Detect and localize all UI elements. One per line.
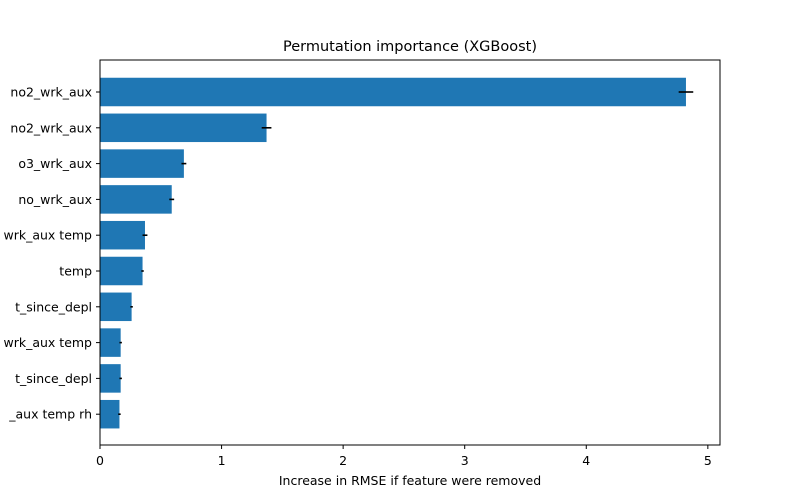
y-tick-label: o3_wrk_aux <box>18 156 92 171</box>
bar <box>100 113 267 143</box>
bar <box>100 328 121 357</box>
y-tick-label: no2_wrk_aux <box>10 85 92 100</box>
bar <box>100 77 686 107</box>
y-tick-label: t_since_depl <box>15 371 92 386</box>
chart-title: Permutation importance (XGBoost) <box>283 39 537 55</box>
y-tick-label: wrk_aux temp <box>3 228 92 243</box>
x-tick-label: 3 <box>461 453 469 468</box>
x-tick-label: 4 <box>582 453 590 468</box>
x-axis-label: Increase in RMSE if feature were removed <box>279 473 541 488</box>
x-tick-label: 1 <box>218 453 226 468</box>
bar <box>100 256 143 286</box>
x-ticks-group: 0 1 2 3 4 5 <box>96 445 712 468</box>
y-ticks-group: no2_wrk_aux no2_wrk_aux o3_wrk_aux no_wrk_a… <box>3 85 100 422</box>
error-bars-group <box>118 91 694 416</box>
y-tick-label: no2_wrk_aux <box>10 120 92 135</box>
y-tick-label: wrk_aux temp <box>3 335 92 350</box>
y-tick-label: no_wrk_aux <box>18 192 92 207</box>
bar <box>100 149 184 178</box>
bar <box>100 399 120 429</box>
bar <box>100 220 145 250</box>
x-tick-label: 5 <box>704 453 712 468</box>
y-tick-label: _aux temp rh <box>8 407 92 422</box>
bar <box>100 292 132 322</box>
y-tick-label: t_since_depl <box>15 299 92 314</box>
bars-group <box>100 77 686 429</box>
plot-frame <box>99 59 721 446</box>
x-tick-label: 0 <box>96 453 104 468</box>
x-tick-label: 2 <box>339 453 347 468</box>
bar <box>100 185 172 214</box>
bar <box>100 364 121 393</box>
y-tick-label: temp <box>59 264 92 279</box>
